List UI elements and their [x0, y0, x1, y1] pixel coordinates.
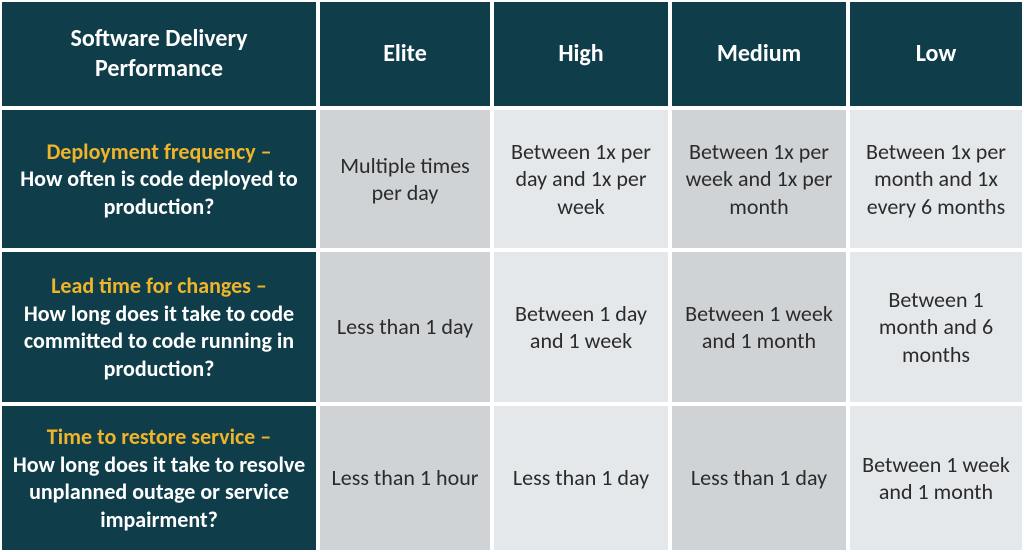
cell-restore-elite: Less than 1 hour [318, 404, 492, 552]
cell-restore-medium: Less than 1 day [670, 404, 848, 552]
header-metric: Software Delivery Performance [0, 0, 318, 108]
cell-deploy-medium: Between 1x per week and 1x per month [670, 108, 848, 250]
cell-deploy-low: Between 1x per month and 1x every 6 mont… [848, 108, 1024, 250]
rowhead-restore-time: Time to restore service – How long does … [0, 404, 318, 552]
metric-name: Deployment frequency – [46, 138, 271, 165]
cell-leadtime-high: Between 1 day and 1 week [492, 250, 670, 404]
header-low: Low [848, 0, 1024, 108]
header-medium: Medium [670, 0, 848, 108]
rowhead-lead-time: Lead time for changes – How long does it… [0, 250, 318, 404]
cell-leadtime-medium: Between 1 week and 1 month [670, 250, 848, 404]
metric-question: How long does it take to resolve unplann… [13, 451, 305, 533]
cell-leadtime-low: Between 1 month and 6 months [848, 250, 1024, 404]
cell-deploy-high: Between 1x per day and 1x per week [492, 108, 670, 250]
cell-restore-high: Less than 1 day [492, 404, 670, 552]
metric-name: Time to restore service – [47, 423, 271, 450]
metric-name: Lead time for changes – [51, 272, 267, 299]
rowhead-deployment-frequency: Deployment frequency – How often is code… [0, 108, 318, 250]
metric-question: How long does it take to code committed … [24, 300, 294, 382]
header-high: High [492, 0, 670, 108]
metric-question: How often is code deployed to production… [20, 165, 297, 220]
cell-deploy-elite: Multiple times per day [318, 108, 492, 250]
cell-restore-low: Between 1 week and 1 month [848, 404, 1024, 552]
cell-leadtime-elite: Less than 1 day [318, 250, 492, 404]
header-elite: Elite [318, 0, 492, 108]
performance-table: Software Delivery Performance Elite High… [0, 0, 1024, 552]
